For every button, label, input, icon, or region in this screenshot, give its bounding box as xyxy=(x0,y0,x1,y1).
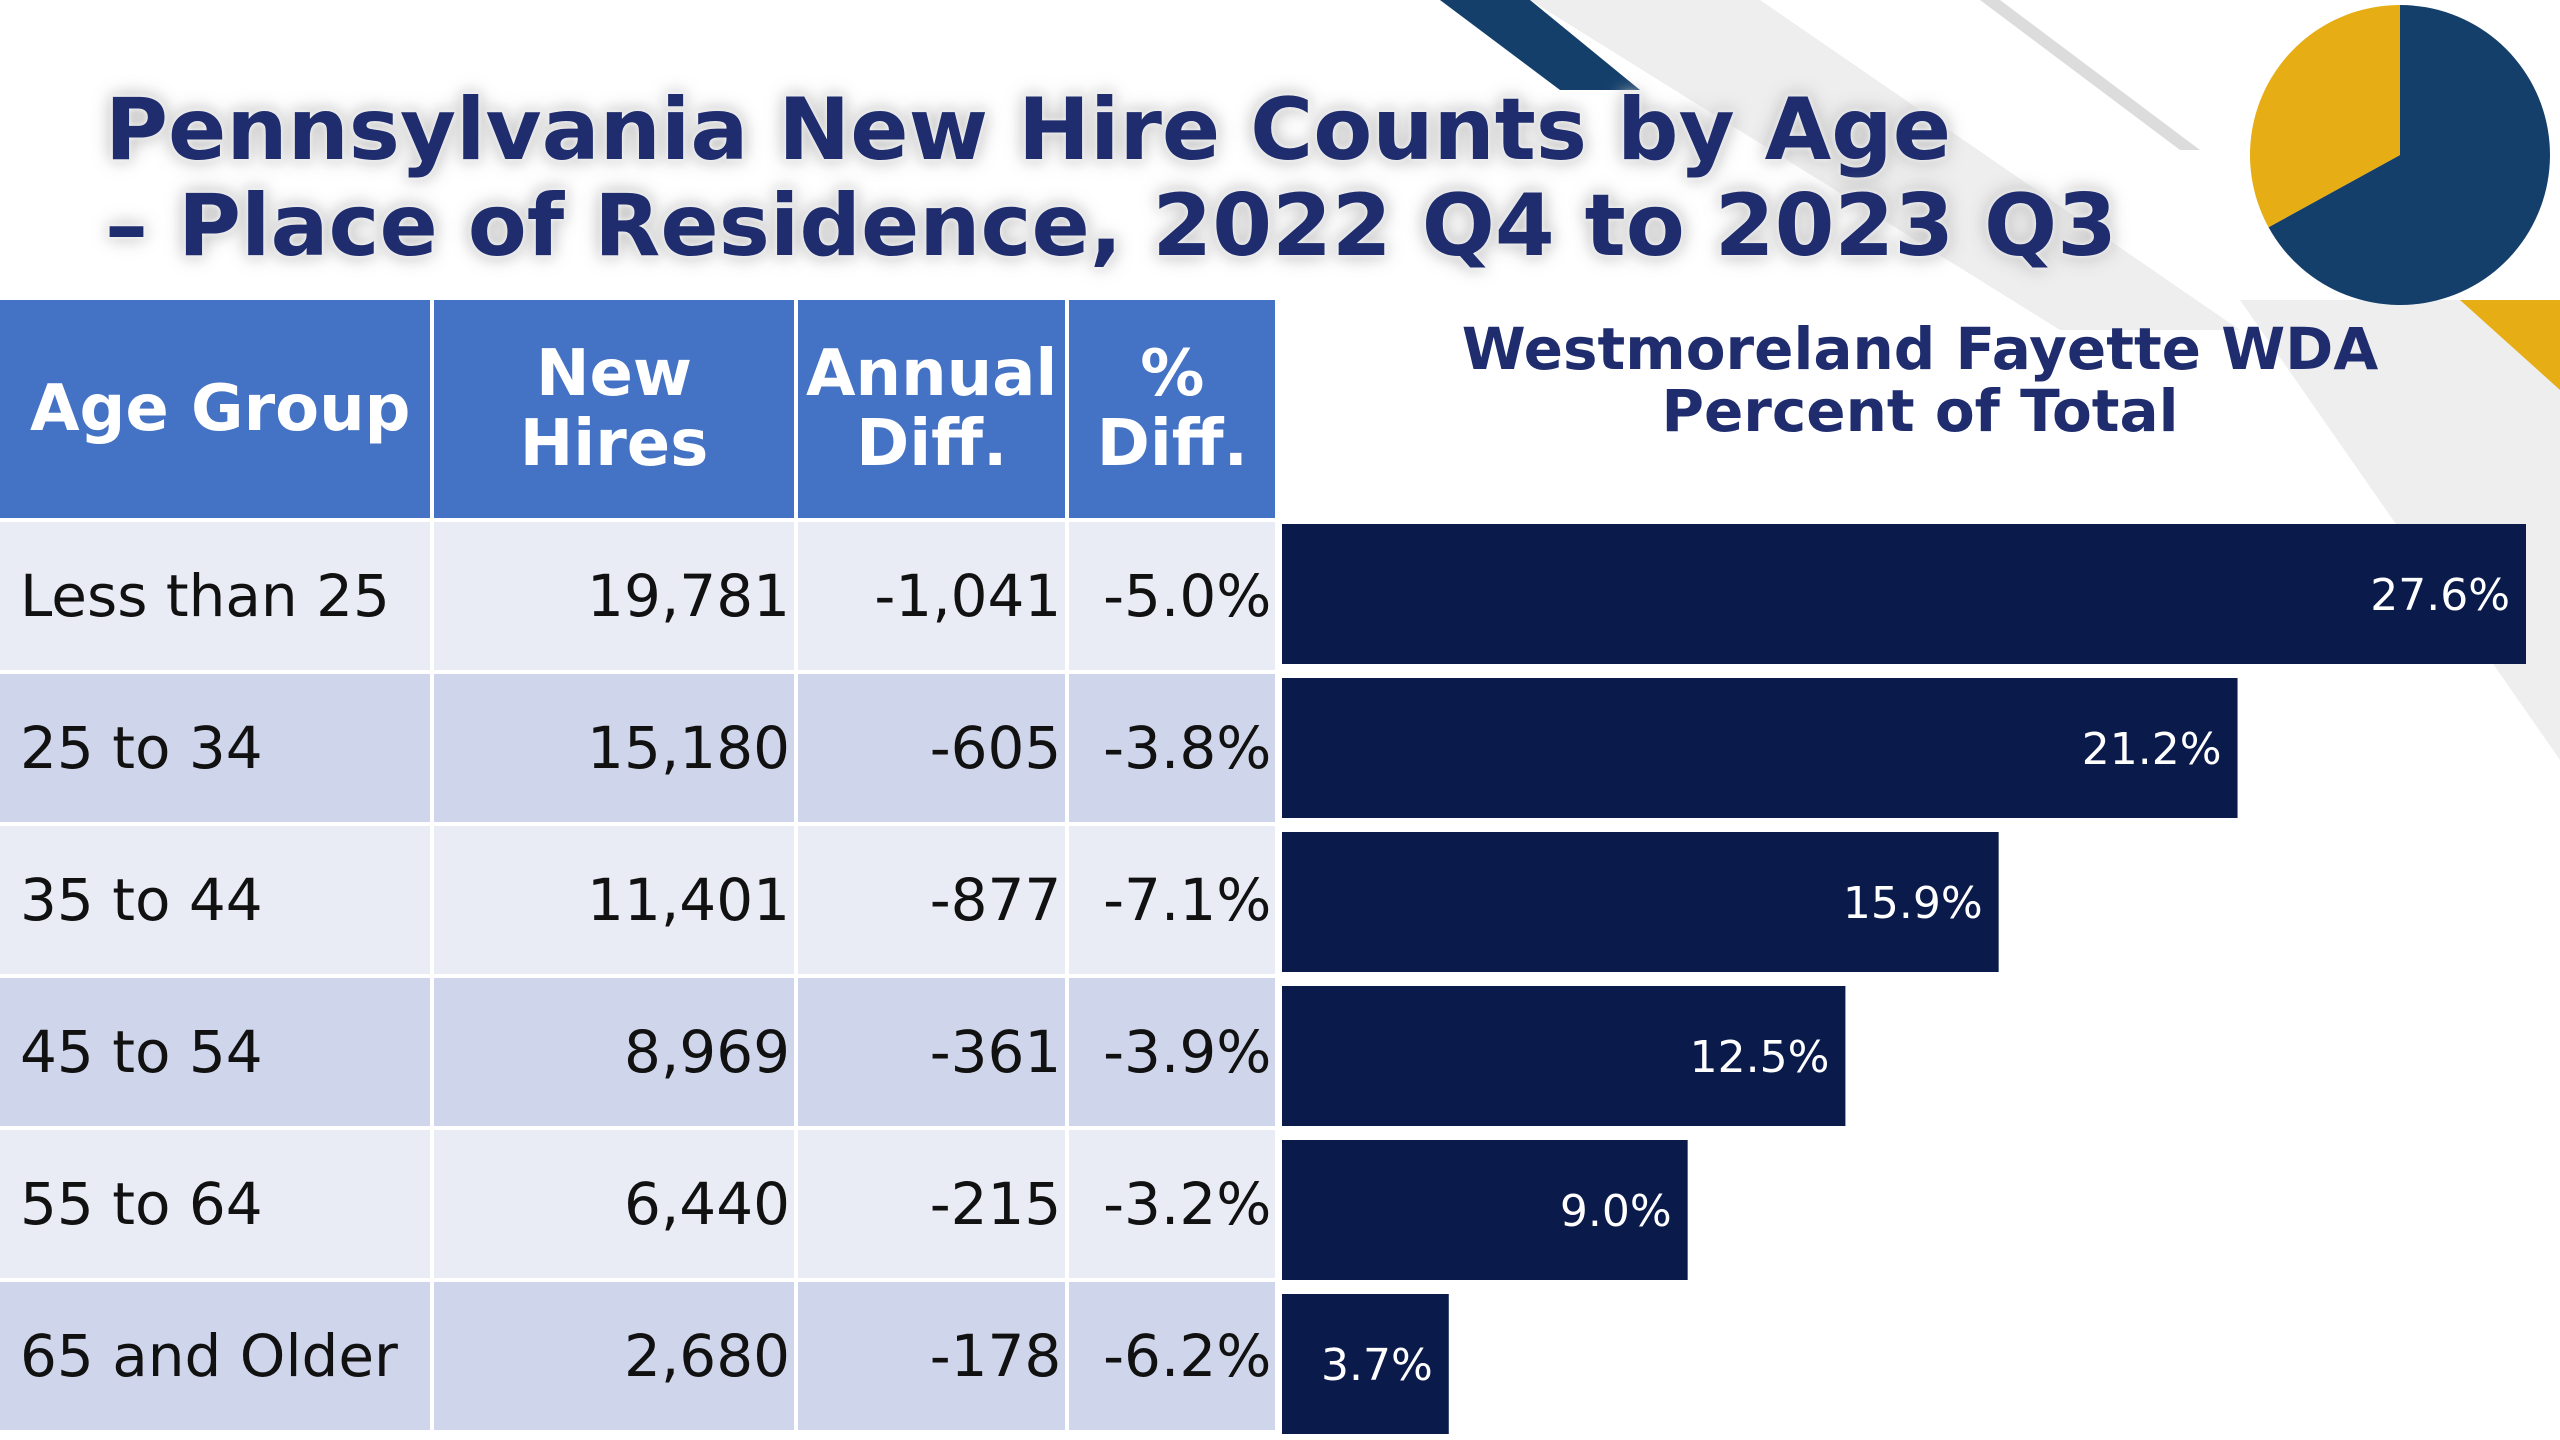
cell-annual-diff: -605 xyxy=(798,670,1070,822)
bar-4 xyxy=(1282,986,1846,1126)
chart-title-line-2: Percent of Total xyxy=(1661,377,2179,445)
table-row: 35 to 44 11,401 -877 -7.1% xyxy=(0,822,1280,974)
bar-3 xyxy=(1282,832,1999,972)
pie-slice xyxy=(2268,5,2550,305)
bar-value-label: 21.2% xyxy=(2082,724,2222,775)
cell-pct-diff: -3.9% xyxy=(1069,974,1280,1126)
chart-title-line-1: Westmoreland Fayette WDA xyxy=(1461,315,2379,383)
cell-pct-diff: -5.0% xyxy=(1069,518,1280,670)
cell-annual-diff: -877 xyxy=(798,822,1070,974)
cell-age-group: 55 to 64 xyxy=(0,1126,434,1278)
cell-age-group: 25 to 34 xyxy=(0,670,434,822)
cell-age-group: 45 to 54 xyxy=(0,974,434,1126)
cell-new-hires: 19,781 xyxy=(434,518,798,670)
new-hire-table: Age Group New Hires Annual Diff. % Diff. Le… xyxy=(0,300,1280,1430)
cell-pct-diff: -3.8% xyxy=(1069,670,1280,822)
cell-pct-diff: -7.1% xyxy=(1069,822,1280,974)
bar-value-label: 3.7% xyxy=(1321,1340,1433,1391)
page-title: Pennsylvania New Hire Counts by Age – Pl… xyxy=(105,80,2117,276)
chart-title: Westmoreland Fayette WDA Percent of Tota… xyxy=(1280,318,2560,442)
cell-age-group: 65 and Older xyxy=(0,1278,434,1430)
cell-age-group: Less than 25 xyxy=(0,518,434,670)
table-row: 45 to 54 8,969 -361 -3.9% xyxy=(0,974,1280,1126)
bar-1 xyxy=(1282,524,2526,664)
pie-decoration xyxy=(2250,5,2550,305)
cell-new-hires: 11,401 xyxy=(434,822,798,974)
table-row: 65 and Older 2,680 -178 -6.2% xyxy=(0,1278,1280,1430)
bar-5 xyxy=(1282,1140,1688,1280)
cell-annual-diff: -361 xyxy=(798,974,1070,1126)
header-annual-diff: Annual Diff. xyxy=(798,300,1070,518)
bar-value-label: 27.6% xyxy=(2370,570,2510,621)
bar-6 xyxy=(1282,1294,1449,1434)
cell-new-hires: 15,180 xyxy=(434,670,798,822)
bar-value-label: 12.5% xyxy=(1690,1032,1830,1083)
cell-new-hires: 2,680 xyxy=(434,1278,798,1430)
cell-annual-diff: -215 xyxy=(798,1126,1070,1278)
navy-stripe xyxy=(1440,0,1640,90)
thin-grey-stripe xyxy=(1980,0,2200,150)
gold-stripe xyxy=(2460,300,2560,390)
bar-value-label: 15.9% xyxy=(1843,878,1983,929)
cell-annual-diff: -1,041 xyxy=(798,518,1070,670)
bar-2 xyxy=(1282,678,2238,818)
grey-stripe-top xyxy=(1530,0,2240,330)
cell-pct-diff: -6.2% xyxy=(1069,1278,1280,1430)
header-age-group: Age Group xyxy=(0,300,434,518)
cell-new-hires: 6,440 xyxy=(434,1126,798,1278)
title-line-2: – Place of Residence, 2022 Q4 to 2023 Q3 xyxy=(105,176,2117,276)
header-new-hires: New Hires xyxy=(434,300,798,518)
bar-value-label: 9.0% xyxy=(1560,1186,1672,1237)
title-line-1: Pennsylvania New Hire Counts by Age xyxy=(105,80,1952,180)
header-pct-diff: % Diff. xyxy=(1069,300,1280,518)
cell-pct-diff: -3.2% xyxy=(1069,1126,1280,1278)
pie-slice xyxy=(2250,5,2400,228)
cell-annual-diff: -178 xyxy=(798,1278,1070,1430)
cell-age-group: 35 to 44 xyxy=(0,822,434,974)
table-row: 55 to 64 6,440 -215 -3.2% xyxy=(0,1126,1280,1278)
cell-new-hires: 8,969 xyxy=(434,974,798,1126)
table-header-row: Age Group New Hires Annual Diff. % Diff. xyxy=(0,300,1280,518)
table-row: 25 to 34 15,180 -605 -3.8% xyxy=(0,670,1280,822)
table-row: Less than 25 19,781 -1,041 -5.0% xyxy=(0,518,1280,670)
